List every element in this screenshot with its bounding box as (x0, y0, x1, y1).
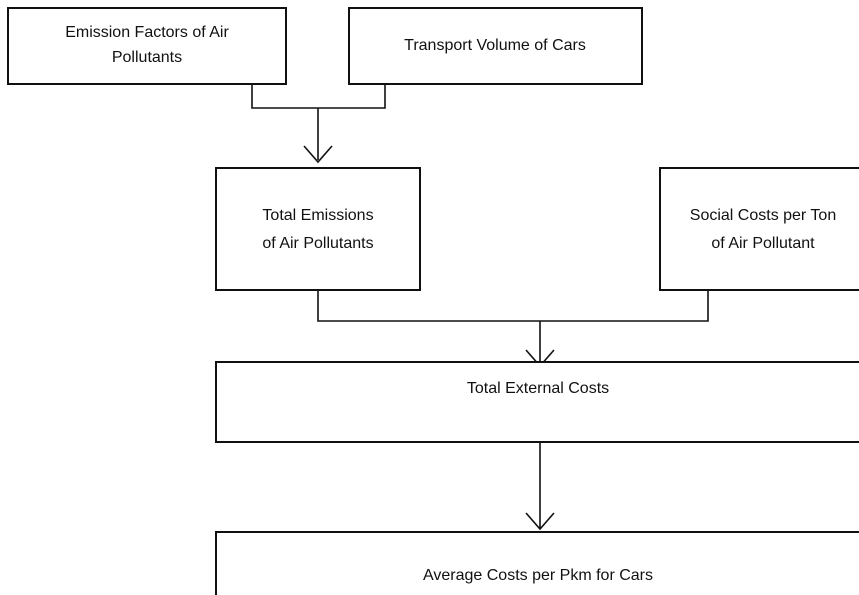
arrow (525, 321, 555, 368)
arrow (525, 442, 555, 531)
node-label: Total External Costs (467, 380, 609, 397)
node-box (215, 167, 421, 291)
node-box (215, 531, 859, 595)
node-label: of Air Pollutants (262, 235, 373, 252)
arrow (303, 108, 333, 164)
node-box (659, 167, 859, 291)
node-label: of Air Pollutant (711, 235, 815, 252)
node-label: Pollutants (112, 49, 182, 66)
node-box (348, 7, 643, 85)
node-box (215, 361, 859, 443)
connector (251, 84, 386, 109)
node-box (7, 7, 287, 85)
connector (317, 290, 709, 322)
node-label: Social Costs per Ton (690, 207, 836, 224)
node-label: Average Costs per Pkm for Cars (423, 567, 653, 584)
node-label: Total Emissions (262, 207, 373, 224)
node-label: Transport Volume of Cars (404, 37, 586, 54)
node-label: Emission Factors of Air (65, 24, 229, 41)
